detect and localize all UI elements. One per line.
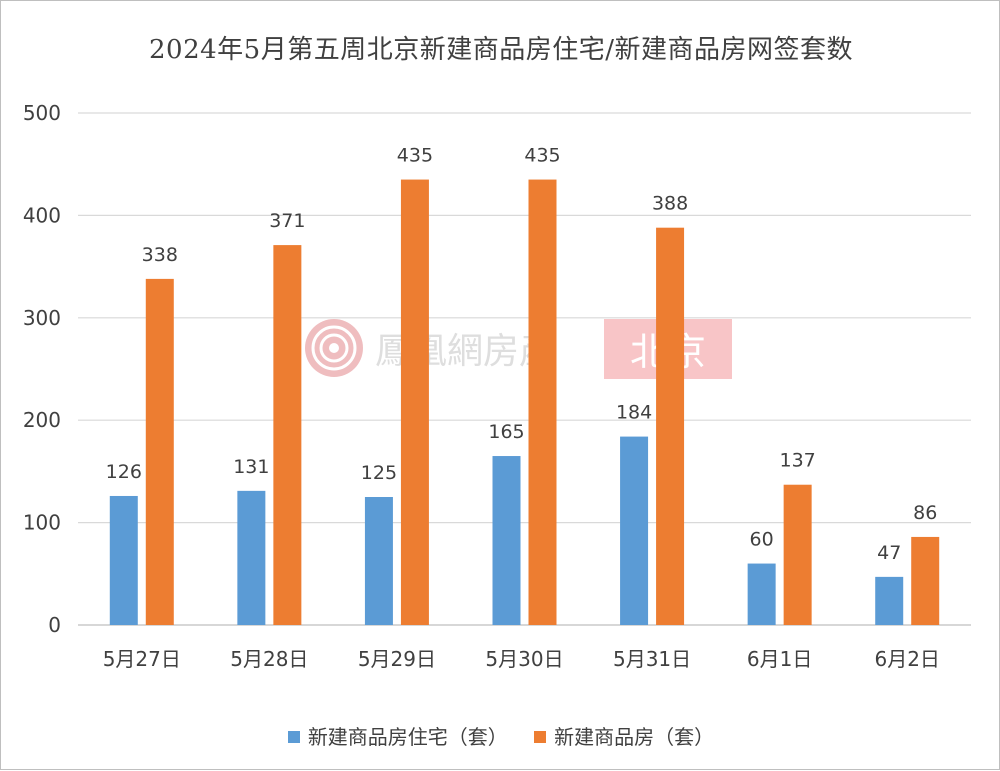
y-tick-label: 500	[23, 101, 61, 125]
legend-item-residential: 新建商品房住宅（套）	[287, 721, 508, 750]
bar-residential	[237, 490, 266, 625]
legend-label-commercial: 新建商品房（套）	[554, 725, 715, 749]
bar-residential	[747, 563, 776, 625]
y-tick-label: 100	[23, 511, 61, 535]
data-label: 435	[397, 145, 433, 167]
data-label: 126	[106, 461, 142, 483]
x-tick-label: 6月2日	[874, 647, 939, 671]
x-axis-ticks: 5月27日 5月28日 5月29日 5月30日 5月31日 6月1日 6月2日	[103, 647, 940, 671]
y-tick-label: 200	[23, 408, 61, 432]
legend-label-residential: 新建商品房住宅（套）	[307, 725, 508, 749]
data-labels: 126 338 131 371 125 435 165 435 184 388 60 137 47 86	[106, 145, 938, 564]
data-label: 60	[750, 529, 774, 551]
x-tick-label: 5月27日	[103, 647, 181, 671]
bar-commercial	[783, 484, 812, 625]
bar-residential	[875, 576, 904, 625]
data-label: 165	[488, 421, 524, 443]
chart-title: 2024年5月第五周北京新建商品房住宅/新建商品房网签套数	[149, 35, 853, 65]
bar-residential	[620, 436, 649, 625]
data-label: 131	[233, 456, 269, 478]
x-tick-label: 6月1日	[747, 647, 812, 671]
data-label: 125	[361, 462, 397, 484]
legend: 新建商品房住宅（套） 新建商品房（套）	[1, 721, 1000, 750]
legend-swatch-residential	[287, 731, 300, 743]
bar-commercial	[528, 179, 557, 625]
data-label: 184	[616, 402, 652, 424]
bar-commercial	[656, 227, 685, 626]
y-tick-label: 300	[23, 306, 61, 330]
x-tick-label: 5月31日	[613, 647, 691, 671]
bar-commercial	[273, 245, 302, 625]
data-label: 371	[269, 210, 305, 232]
y-axis-ticks: 0 100 200 300 400 500	[23, 101, 61, 637]
data-label: 435	[524, 145, 560, 167]
ifeng-logo-icon	[305, 319, 363, 377]
data-label: 388	[652, 193, 688, 215]
x-tick-label: 5月28日	[230, 647, 308, 671]
bar-residential	[364, 497, 393, 625]
y-tick-label: 400	[23, 203, 61, 227]
bar-residential	[109, 495, 138, 625]
gridlines	[78, 112, 971, 626]
y-tick-label: 0	[48, 613, 61, 637]
x-tick-label: 5月29日	[358, 647, 436, 671]
legend-item-commercial: 新建商品房（套）	[534, 721, 714, 750]
legend-swatch-commercial	[534, 731, 547, 743]
bar-commercial	[400, 179, 429, 625]
bars	[109, 179, 940, 626]
x-tick-label: 5月30日	[485, 647, 563, 671]
bar-residential	[492, 456, 521, 625]
data-label: 338	[142, 244, 178, 266]
bar-commercial	[911, 536, 940, 625]
data-label: 47	[877, 542, 901, 564]
bar-commercial	[145, 278, 174, 625]
data-label: 137	[780, 450, 816, 472]
data-label: 86	[913, 502, 937, 524]
